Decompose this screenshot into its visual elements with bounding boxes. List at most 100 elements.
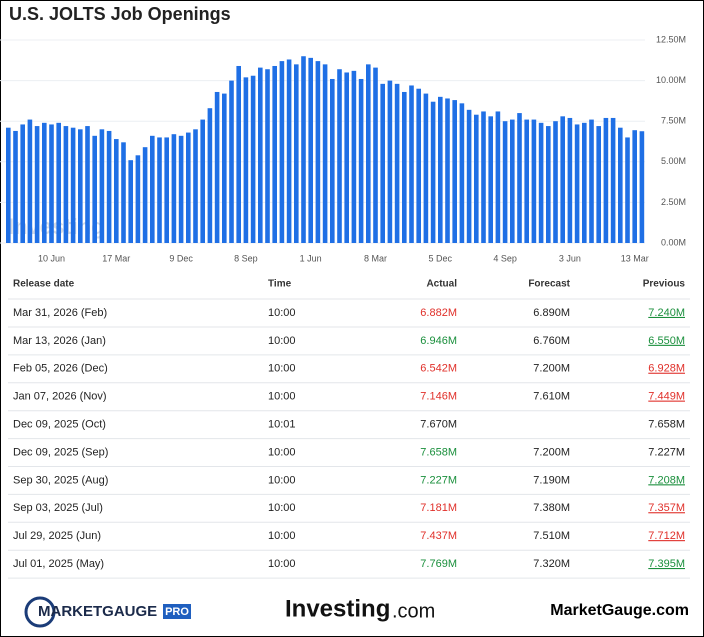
bar — [294, 64, 299, 243]
bar — [164, 137, 169, 243]
bar — [34, 126, 40, 243]
table-cell: 7.227M — [648, 446, 685, 458]
bar — [243, 77, 249, 244]
bar — [553, 121, 558, 243]
bar — [135, 155, 141, 243]
bar — [639, 131, 645, 243]
table-cell: 6.550M — [648, 335, 685, 347]
center-suffix: .com — [392, 600, 435, 622]
bar — [531, 119, 537, 243]
table-cell: 7.510M — [533, 530, 570, 542]
bar — [279, 61, 285, 243]
table-cell: Jan 07, 2026 (Nov) — [13, 391, 107, 403]
bar — [207, 108, 213, 243]
bar — [286, 59, 292, 243]
table-cell: 6.890M — [533, 307, 570, 319]
table-cell: 7.658M — [420, 446, 457, 458]
bar — [502, 121, 508, 243]
table-cell: 6.946M — [420, 335, 457, 347]
bar — [222, 93, 227, 243]
table-cell: 6.542M — [420, 363, 457, 375]
bar — [495, 111, 501, 244]
bar — [63, 126, 69, 243]
bar — [142, 147, 148, 243]
table-cell: 7.227M — [420, 474, 457, 486]
table-cell: 7.320M — [533, 558, 570, 570]
bar — [582, 122, 587, 243]
column-header: Release date — [13, 279, 75, 290]
bar — [322, 64, 328, 243]
bar — [272, 65, 277, 243]
table-cell: 7.146M — [420, 391, 457, 403]
bar — [632, 130, 637, 243]
bar — [524, 119, 529, 243]
bar — [114, 139, 119, 243]
bar — [13, 130, 18, 243]
bar — [6, 127, 11, 243]
bar — [402, 91, 407, 243]
x-tick-label: 5 Dec — [429, 253, 453, 263]
bar — [409, 85, 414, 243]
table-cell: 10:00 — [268, 474, 296, 486]
x-tick-label: 3 Jun — [559, 253, 581, 263]
table-cell: Dec 09, 2025 (Sep) — [13, 446, 108, 458]
x-tick-label: 9 Dec — [169, 253, 193, 263]
bar — [438, 96, 443, 243]
table-cell: 10:00 — [268, 307, 296, 319]
bar — [106, 130, 112, 243]
table-cell: 10:00 — [268, 558, 296, 570]
bar — [625, 137, 630, 243]
bar — [301, 56, 306, 243]
y-tick-label: 2.50M — [661, 197, 686, 207]
bar — [423, 93, 429, 243]
table-cell: Mar 13, 2026 (Jan) — [13, 335, 106, 347]
bar — [596, 126, 601, 243]
table-cell: Jul 01, 2025 (May) — [13, 558, 104, 570]
bar — [85, 126, 90, 243]
bar — [99, 129, 105, 243]
logo-ring — [24, 596, 56, 628]
table-cell: Feb 05, 2026 (Dec) — [13, 363, 108, 375]
y-tick-label: 12.50M — [656, 34, 686, 44]
column-header: Actual — [426, 279, 457, 290]
bar — [186, 132, 191, 243]
center-brand: Investing — [285, 595, 390, 622]
left-brand: MARKETGAUGE — [38, 603, 157, 620]
bar — [337, 69, 342, 244]
bar — [618, 127, 623, 243]
bar — [121, 142, 126, 243]
bar — [517, 113, 522, 243]
bar — [150, 135, 155, 243]
bar — [366, 64, 371, 243]
table-cell: Mar 31, 2026 (Feb) — [13, 307, 107, 319]
table-cell: 10:01 — [268, 419, 296, 431]
x-tick-label: 8 Sep — [234, 253, 258, 263]
table-cell: 7.670M — [420, 419, 457, 431]
bar — [560, 116, 565, 243]
table-cell: Sep 30, 2025 (Aug) — [13, 474, 108, 486]
column-header: Forecast — [528, 279, 570, 290]
x-tick-label: 8 Mar — [364, 253, 387, 263]
bar — [193, 129, 198, 243]
bar — [27, 119, 33, 243]
bar — [546, 126, 551, 243]
bar — [157, 137, 162, 243]
table-cell: 7.200M — [533, 446, 570, 458]
table-cell: 7.357M — [648, 502, 685, 514]
bar — [92, 135, 97, 243]
table-cell: 7.658M — [648, 419, 685, 431]
bar — [236, 65, 241, 243]
table-cell: 10:00 — [268, 363, 296, 375]
table-cell: 7.240M — [648, 307, 685, 319]
bar — [70, 127, 76, 243]
bar — [250, 75, 256, 243]
bar — [387, 80, 393, 243]
bar — [178, 135, 184, 243]
bar — [330, 78, 335, 243]
bar — [567, 117, 573, 243]
table-cell: Sep 03, 2025 (Jul) — [13, 502, 103, 514]
table-cell: 10:00 — [268, 335, 296, 347]
table-cell: 7.437M — [420, 530, 457, 542]
bar — [459, 103, 465, 243]
table-cell: 6.882M — [420, 307, 457, 319]
